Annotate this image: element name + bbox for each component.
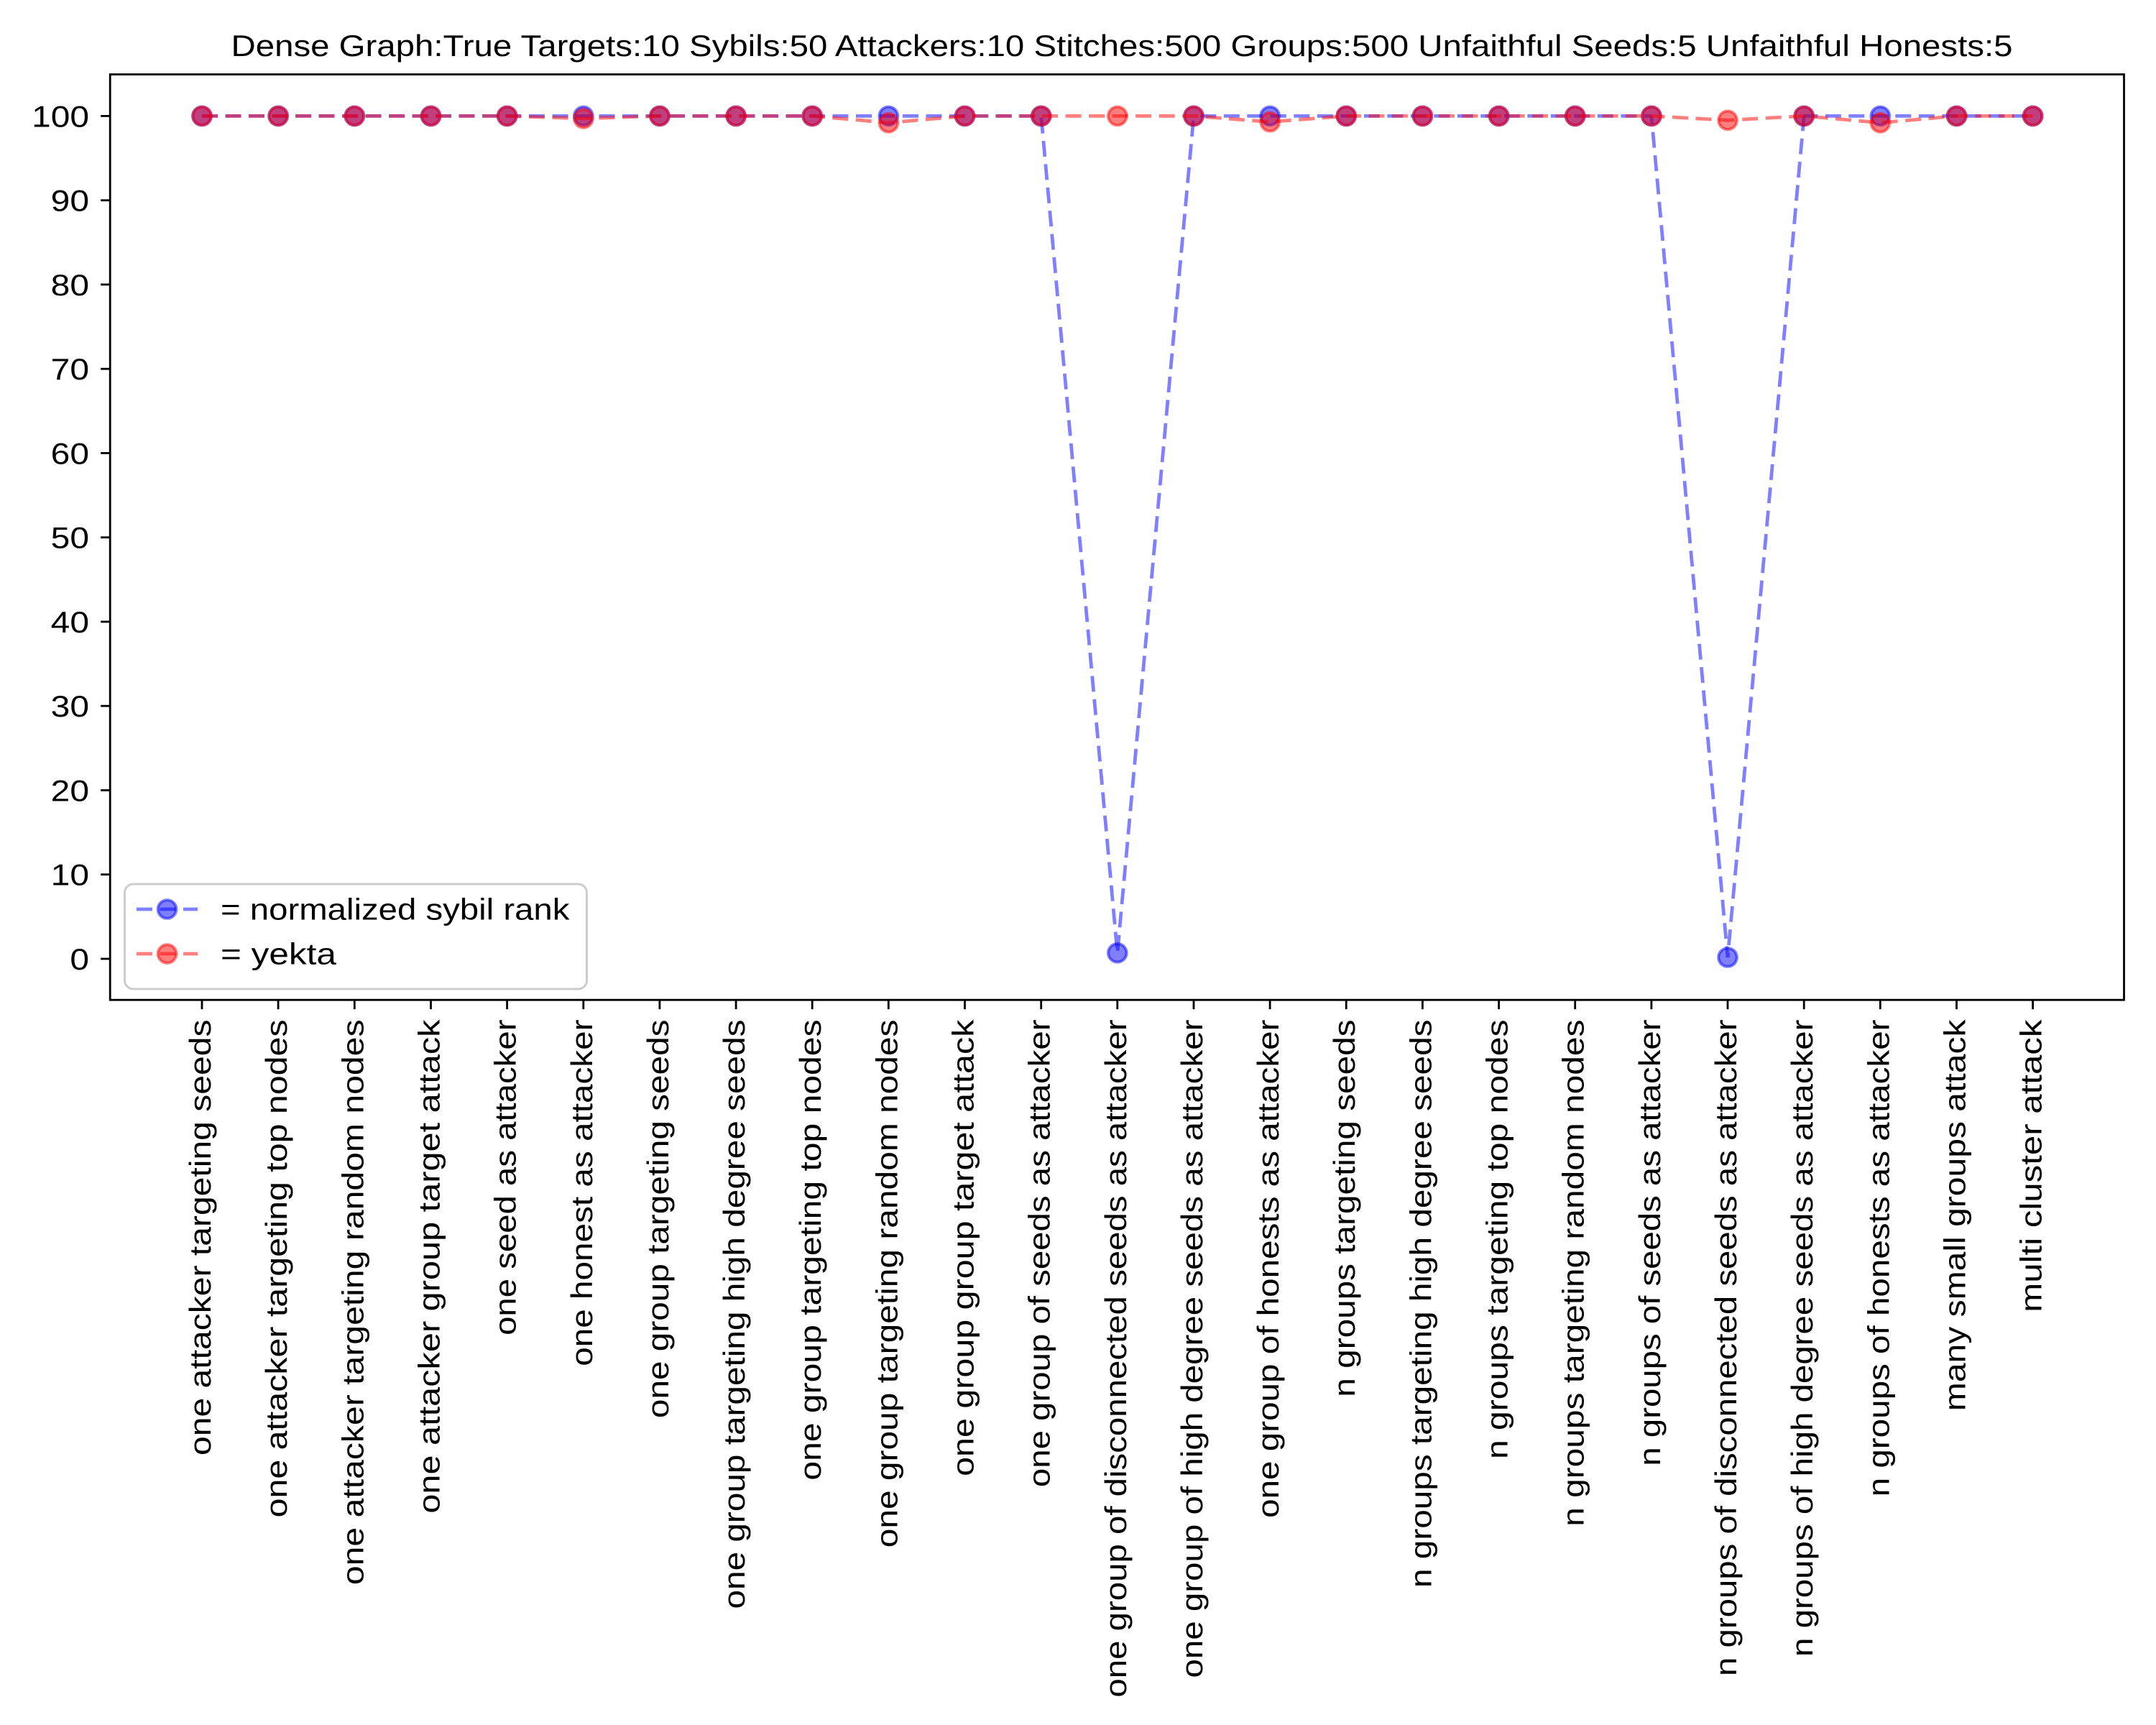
svg-text:one group of disconnected seed: one group of disconnected seeds as attac…	[1099, 1019, 1133, 1697]
svg-text:n groups of honests as attacke: n groups of honests as attacker	[1861, 1019, 1895, 1496]
svg-text:n groups of disconnected seeds: n groups of disconnected seeds as attack…	[1709, 1019, 1743, 1676]
svg-text:one honest as attacker: one honest as attacker	[565, 1019, 599, 1366]
svg-text:Dense Graph:True Targets:10 Sy: Dense Graph:True Targets:10 Sybils:50 At…	[231, 29, 2013, 63]
svg-text:60: 60	[51, 436, 89, 470]
svg-text:30: 30	[51, 689, 89, 723]
svg-text:40: 40	[51, 605, 89, 639]
svg-text:n groups targeting high degree: n groups targeting high degree seeds	[1404, 1019, 1437, 1588]
svg-text:one attacker targeting seeds: one attacker targeting seeds	[183, 1020, 217, 1456]
svg-text:one attacker targeting top nod: one attacker targeting top nodes	[259, 1020, 293, 1518]
svg-text:one group of seeds as attacker: one group of seeds as attacker	[1023, 1019, 1056, 1487]
svg-text:n groups of high degree seeds: n groups of high degree seeds as attacke…	[1785, 1019, 1819, 1657]
svg-text:one group of high degree seeds: one group of high degree seeds as attack…	[1175, 1019, 1209, 1678]
svg-text:100: 100	[32, 99, 89, 133]
svg-text:10: 10	[51, 858, 89, 892]
svg-text:50: 50	[51, 521, 89, 555]
svg-text:one group targeting seeds: one group targeting seeds	[641, 1020, 675, 1419]
svg-text:70: 70	[51, 352, 89, 386]
svg-text:many small groups attack: many small groups attack	[1938, 1018, 1972, 1411]
svg-text:one group targeting high degre: one group targeting high degree seeds	[717, 1020, 751, 1609]
svg-text:one group targeting random nod: one group targeting random nodes	[870, 1020, 903, 1548]
svg-text:= yekta: = yekta	[221, 937, 337, 971]
svg-text:n groups targeting seeds: n groups targeting seeds	[1327, 1019, 1361, 1397]
svg-text:multi cluster attack: multi cluster attack	[2014, 1018, 2048, 1312]
svg-text:= normalized sybil rank: = normalized sybil rank	[221, 893, 571, 926]
svg-text:90: 90	[51, 184, 89, 218]
svg-text:one attacker targeting random: one attacker targeting random nodes	[336, 1020, 369, 1586]
svg-text:n groups targeting random node: n groups targeting random nodes	[1557, 1020, 1590, 1527]
svg-text:one group of honests as attack: one group of honests as attacker	[1251, 1019, 1285, 1517]
svg-text:one group group target attack: one group group target attack	[946, 1018, 980, 1476]
svg-text:20: 20	[51, 774, 89, 808]
svg-text:n groups of seeds as attacker: n groups of seeds as attacker	[1633, 1019, 1667, 1466]
svg-text:one seed as attacker: one seed as attacker	[489, 1019, 522, 1335]
svg-text:80: 80	[51, 268, 89, 302]
svg-text:one attacker group target atta: one attacker group target attack	[413, 1018, 446, 1513]
svg-text:n groups targeting top nodes: n groups targeting top nodes	[1480, 1020, 1514, 1460]
svg-text:0: 0	[70, 942, 89, 976]
svg-text:one group targeting top nodes: one group targeting top nodes	[793, 1020, 827, 1481]
